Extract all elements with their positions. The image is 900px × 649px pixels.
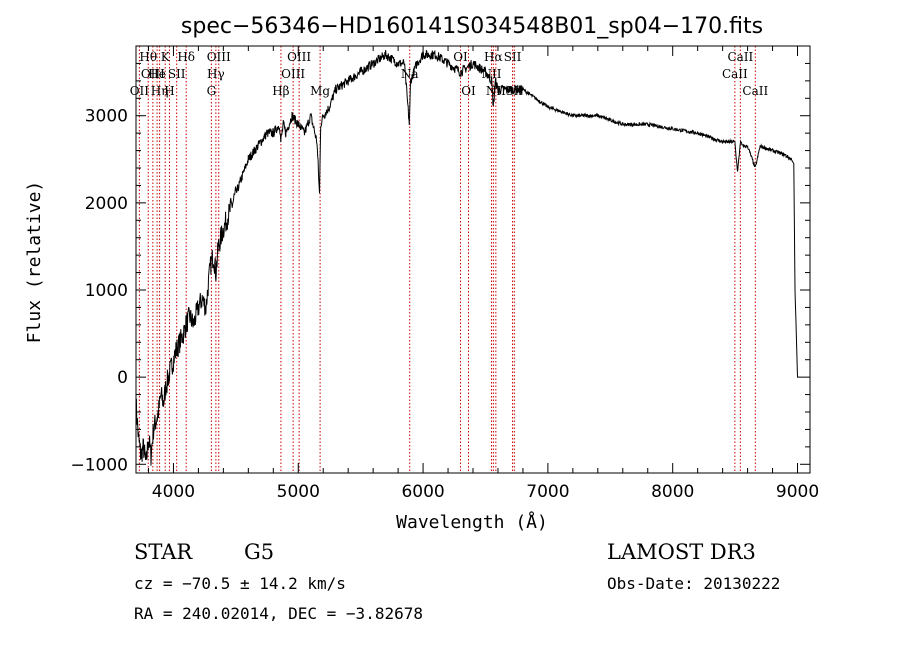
emission-line-label: CaII xyxy=(727,50,753,64)
emission-line-label: OIII xyxy=(281,67,305,81)
emission-line-label: OIII xyxy=(207,50,231,64)
emission-line-label: He xyxy=(148,67,166,81)
emission-line-label: Hγ xyxy=(207,67,225,81)
emission-line-label: CaII xyxy=(742,84,768,98)
chart-title: spec−56346−HD160141S034548B01_sp04−170.f… xyxy=(181,14,763,39)
x-tick-label: 9000 xyxy=(776,482,819,502)
emission-line-markers xyxy=(138,46,756,473)
emission-line-labels: OIIHθOIIIHeHηKHSIIHδGHγOIIIHβOIIIOIIIMgN… xyxy=(130,50,769,98)
x-tick-label: 8000 xyxy=(651,482,694,502)
emission-line-label: Hδ xyxy=(177,50,195,64)
axis-ticks: 4000 5000 6000 7000 8000 9000 −1000 0 1000 2000 30… xyxy=(70,46,819,502)
spectrum-series-line xyxy=(135,49,800,466)
emission-line-label: Hη xyxy=(151,84,169,98)
emission-line-label: NII xyxy=(481,67,501,81)
emission-line-label: SII xyxy=(504,50,522,64)
x-tick-label: 6000 xyxy=(401,482,444,502)
x-axis-label: Wavelength (Å) xyxy=(396,511,548,533)
object-subclass: G5 xyxy=(244,540,275,564)
plot-frame xyxy=(135,45,811,474)
x-tick-label: 5000 xyxy=(277,482,320,502)
y-tick-label: 0 xyxy=(117,368,128,388)
emission-line-label: K xyxy=(161,50,171,64)
y-tick-label: 2000 xyxy=(85,194,128,214)
emission-line-label: G xyxy=(207,84,217,98)
emission-line-label: Hα xyxy=(484,50,503,64)
emission-line-label: CaII xyxy=(722,67,748,81)
object-class: STAR xyxy=(134,540,193,564)
y-tick-label: 3000 xyxy=(85,107,128,127)
emission-line-label: H xyxy=(164,84,174,98)
emission-line-label: OIII xyxy=(287,50,311,64)
emission-line-label: Mg xyxy=(310,84,330,98)
emission-line-label: Na xyxy=(401,67,419,81)
x-tick-label: 4000 xyxy=(152,482,195,502)
emission-line-label: SII xyxy=(168,67,186,81)
emission-line-label: Hβ xyxy=(272,84,289,98)
redshift-cz: cz = −70.5 ± 14.2 km/s xyxy=(134,574,346,593)
emission-line-label: OIII xyxy=(141,67,165,81)
y-axis-label: Flux (relative) xyxy=(24,181,45,344)
emission-line-label: OI xyxy=(453,50,468,64)
y-tick-label: −1000 xyxy=(70,455,128,475)
emission-line-label: OI xyxy=(461,84,476,98)
emission-line-label: Hθ xyxy=(139,50,157,64)
x-tick-label: 7000 xyxy=(526,482,569,502)
observation-date: Obs-Date: 20130222 xyxy=(607,574,781,593)
ra-dec-coordinates: RA = 240.02014, DEC = −3.82678 xyxy=(134,604,423,623)
emission-line-label: OII xyxy=(130,84,150,98)
survey-name: LAMOST DR3 xyxy=(607,540,756,564)
y-tick-label: 1000 xyxy=(85,281,128,301)
